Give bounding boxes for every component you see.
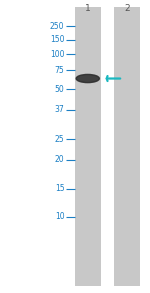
- Text: 10: 10: [55, 212, 64, 221]
- Text: 250: 250: [50, 22, 64, 31]
- Text: 50: 50: [55, 85, 64, 94]
- Bar: [75, 7, 100, 286]
- Text: 15: 15: [55, 185, 64, 193]
- Text: 25: 25: [55, 135, 64, 144]
- Text: 150: 150: [50, 35, 64, 44]
- Text: 37: 37: [55, 105, 64, 114]
- Text: 100: 100: [50, 50, 64, 59]
- Text: 20: 20: [55, 155, 64, 164]
- Text: 75: 75: [55, 66, 64, 75]
- Text: 1: 1: [85, 4, 91, 13]
- Text: 2: 2: [124, 4, 130, 13]
- Bar: [114, 7, 140, 286]
- Ellipse shape: [76, 74, 99, 83]
